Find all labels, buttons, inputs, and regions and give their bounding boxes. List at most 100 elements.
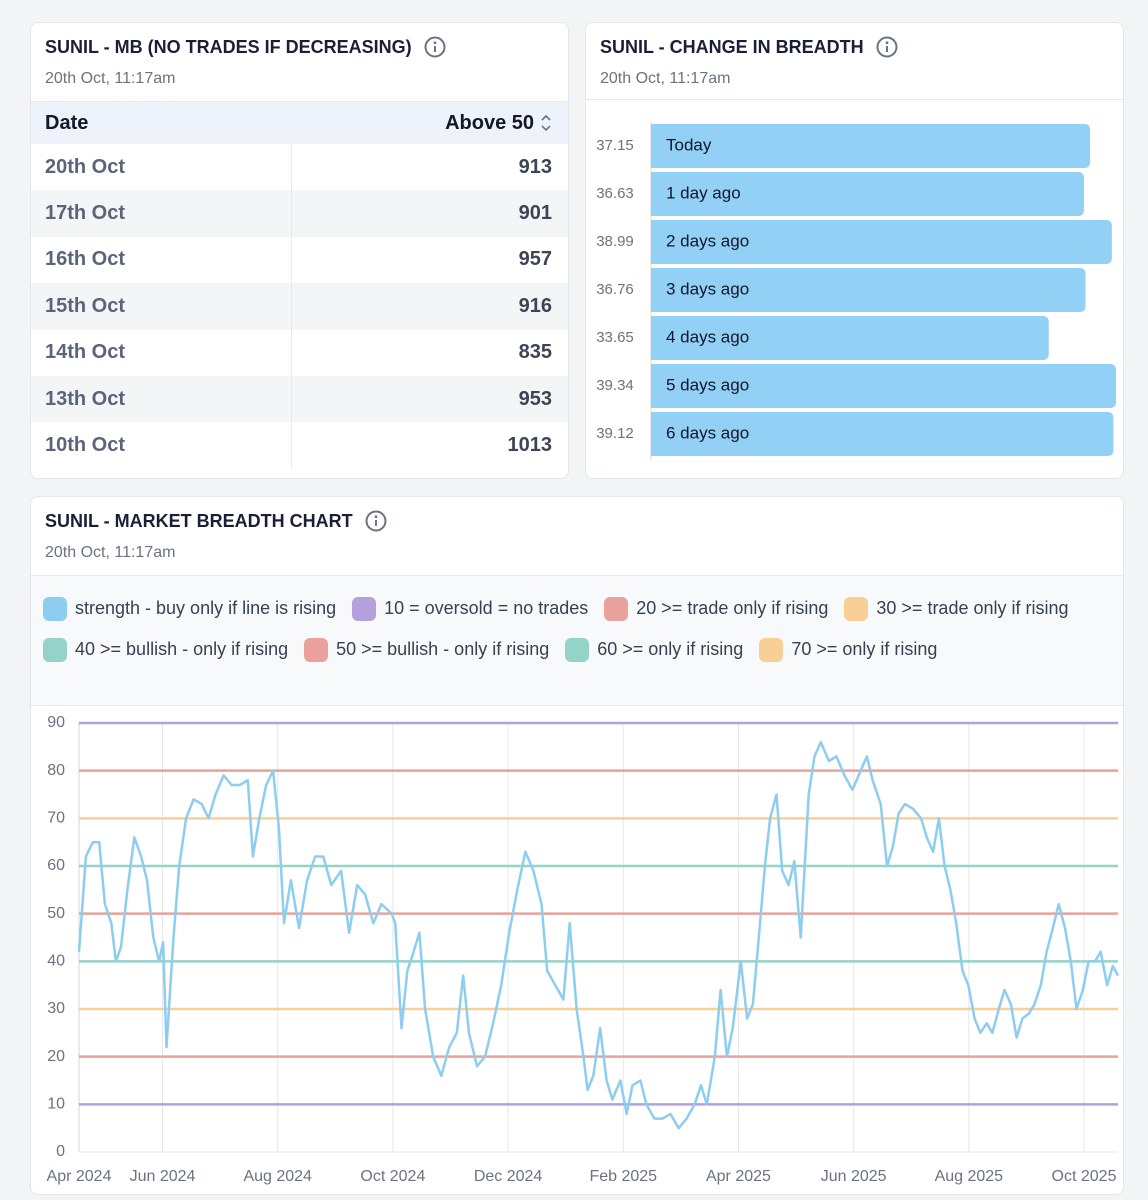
- legend-item[interactable]: 50 >= bullish - only if rising: [304, 629, 549, 670]
- x-tick-label: Apr 2025: [706, 1168, 771, 1185]
- bar: [651, 268, 1086, 312]
- bar-label: 5 days ago: [666, 375, 749, 394]
- legend-swatch: [304, 637, 329, 662]
- legend-item[interactable]: 60 >= only if rising: [565, 629, 743, 670]
- value-label: 37.15: [596, 137, 634, 154]
- y-tick-label: 80: [47, 762, 65, 779]
- legend-label: 20 >= trade only if rising: [636, 598, 829, 618]
- value-label: 36.76: [596, 281, 634, 298]
- value-label: 39.12: [596, 425, 634, 442]
- card-title: SUNIL - MB (NO TRADES IF DECREASING): [45, 36, 412, 57]
- bar-chart: 37.15 Today 36.63 1 day ago 38.99 2 days ago 3…: [596, 122, 1116, 460]
- legend-swatch: [43, 596, 67, 621]
- card-title: SUNIL - MARKET BREADTH CHART: [45, 510, 353, 531]
- card-header: SUNIL - MB (NO TRADES IF DECREASING): [45, 36, 446, 58]
- y-tick-label: 50: [47, 905, 65, 922]
- series-line: [77, 740, 1120, 1130]
- y-tick-label: 70: [47, 810, 65, 827]
- mb-table-card: SUNIL - MB (NO TRADES IF DECREASING) 20t…: [30, 22, 569, 479]
- bar: [651, 124, 1091, 168]
- x-tick-label: Aug 2025: [935, 1168, 1004, 1185]
- table-header: Date Above 50: [31, 101, 568, 144]
- legend-item[interactable]: 20 >= trade only if rising: [604, 588, 828, 629]
- bar-label: 4 days ago: [666, 327, 749, 346]
- table-row: [31, 469, 568, 471]
- column-header: Above 50: [292, 102, 568, 144]
- x-tick-label: Oct 2024: [360, 1168, 425, 1185]
- info-icon[interactable]: [365, 510, 387, 532]
- bar: [651, 412, 1114, 456]
- bar-label: 3 days ago: [666, 279, 749, 298]
- y-tick-label: 60: [47, 857, 65, 874]
- legend-label: 30 >= trade only if rising: [876, 598, 1069, 618]
- value-cell: 901: [518, 202, 552, 225]
- value-label: 33.65: [596, 329, 634, 346]
- legend-swatch: [604, 596, 629, 621]
- legend-swatch: [352, 596, 377, 621]
- card-timestamp: 20th Oct, 11:17am: [600, 70, 731, 87]
- legend-label: 50 >= bullish - only if rising: [336, 639, 550, 659]
- legend-item[interactable]: 70 >= only if rising: [759, 629, 937, 670]
- bar-label: 2 days ago: [666, 231, 749, 250]
- legend-swatch: [759, 637, 784, 662]
- value-label: 36.63: [596, 185, 634, 202]
- table-row: 20th Oct 913: [31, 144, 568, 191]
- legend-item[interactable]: 40 >= bullish - only if rising: [43, 629, 288, 670]
- date-cell: 16th Oct: [31, 236, 292, 284]
- sort-down: [541, 125, 551, 132]
- legend-label: 10 = oversold = no trades: [384, 598, 589, 618]
- y-tick-label: 90: [47, 714, 65, 731]
- value-cell: 957: [518, 248, 552, 271]
- x-tick-label: Jun 2025: [821, 1168, 887, 1185]
- breadth-card: SUNIL - CHANGE IN BREADTH 20th Oct, 11:1…: [585, 22, 1124, 479]
- bar-label: Today: [666, 135, 712, 154]
- separator: [586, 99, 1123, 100]
- y-tick-label: 40: [47, 953, 65, 970]
- x-tick-label: Jun 2024: [130, 1168, 196, 1185]
- column-header: Date: [45, 111, 89, 134]
- value-cell: 913: [518, 155, 552, 178]
- info-icon[interactable]: [876, 36, 898, 58]
- legend-swatch: [844, 596, 869, 621]
- table: Date Above 50 20th Oct 913 17th Oct 901 16th O…: [31, 101, 568, 471]
- bar: [651, 364, 1116, 408]
- legend-label: 70 >= only if rising: [791, 639, 938, 659]
- y-tick-label: 20: [47, 1048, 65, 1065]
- value-label: 38.99: [596, 233, 634, 250]
- table-row: 10th Oct 1013: [31, 422, 568, 469]
- y-tick-label: 0: [56, 1143, 65, 1160]
- info-icon[interactable]: [424, 36, 446, 58]
- value-cell: 835: [518, 341, 552, 364]
- value-cell: 953: [518, 387, 552, 410]
- x-tick-label: Dec 2024: [474, 1168, 543, 1185]
- date-cell: 17th Oct: [31, 190, 292, 237]
- bar-label: 1 day ago: [666, 183, 741, 202]
- date-cell: 15th Oct: [31, 283, 292, 330]
- x-tick-label: Aug 2024: [243, 1168, 312, 1185]
- table-row: 14th Oct 835: [31, 329, 568, 376]
- legend-swatch: [43, 637, 67, 662]
- sort-up: [541, 114, 551, 121]
- legend-label: 40 >= bullish - only if rising: [75, 639, 289, 659]
- market-breadth-card: SUNIL - MARKET BREADTH CHART 20th Oct, 1…: [30, 496, 1124, 1195]
- card-header: SUNIL - CHANGE IN BREADTH: [600, 36, 898, 58]
- column-header-text: Above 50: [445, 111, 534, 134]
- y-tick-label: 10: [47, 1096, 65, 1113]
- date-cell: 13th Oct: [31, 375, 292, 423]
- bar: [651, 316, 1049, 360]
- legend-item[interactable]: 30 >= trade only if rising: [844, 588, 1069, 629]
- date-cell: 14th Oct: [31, 329, 292, 376]
- card-timestamp: 20th Oct, 11:17am: [45, 544, 176, 561]
- value-label: 39.34: [596, 377, 634, 394]
- table-row: 13th Oct 953: [31, 375, 568, 423]
- bar: [651, 220, 1112, 264]
- table-row: 16th Oct 957: [31, 236, 568, 284]
- legend-item[interactable]: 10 = oversold = no trades: [352, 588, 588, 629]
- x-tick-label: Apr 2024: [47, 1168, 112, 1185]
- legend-item[interactable]: strength - buy only if line is rising: [43, 588, 336, 629]
- date-cell: 20th Oct: [31, 144, 292, 191]
- card-header: SUNIL - MARKET BREADTH CHART: [45, 510, 387, 532]
- y-tick-label: 30: [47, 1000, 65, 1017]
- sort-icon[interactable]: [540, 112, 552, 134]
- date-cell: 10th Oct: [31, 422, 292, 469]
